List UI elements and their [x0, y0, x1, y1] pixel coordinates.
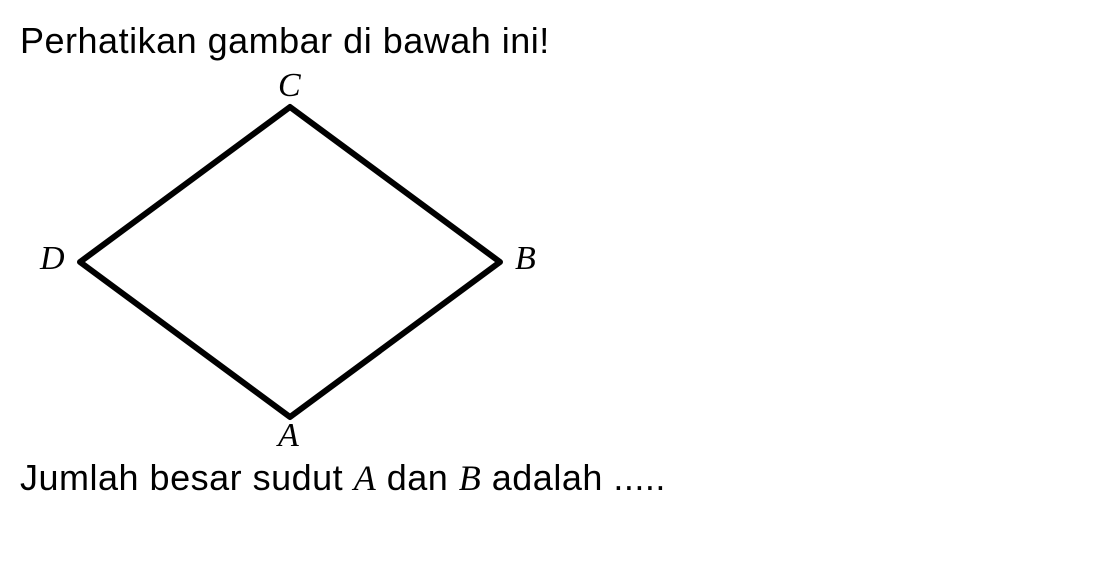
- vertex-label-d: D: [40, 240, 65, 278]
- question-text: Jumlah besar sudut A dan B adalah .....: [20, 457, 1083, 499]
- vertex-label-c: C: [278, 67, 301, 105]
- question-prefix: Jumlah besar sudut: [20, 457, 354, 498]
- question-suffix: adalah .....: [481, 457, 666, 498]
- rhombus-diagram: C B A D: [40, 72, 540, 452]
- problem-container: Perhatikan gambar di bawah ini! C B A D …: [20, 20, 1083, 499]
- rhombus-shape: [40, 72, 540, 452]
- vertex-label-a: A: [278, 417, 299, 455]
- variable-a: A: [354, 458, 377, 498]
- question-mid: dan: [376, 457, 459, 498]
- variable-b: B: [459, 458, 482, 498]
- instruction-text: Perhatikan gambar di bawah ini!: [20, 20, 1083, 62]
- vertex-label-b: B: [515, 240, 536, 278]
